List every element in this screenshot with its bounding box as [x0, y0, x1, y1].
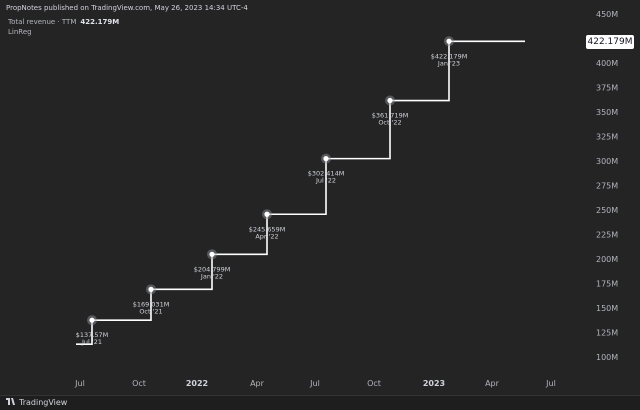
data-date-label: Oct '21 — [139, 307, 162, 315]
data-point[interactable] — [387, 97, 393, 104]
indicator-label[interactable]: LinReg — [8, 28, 32, 36]
data-value-label: $169.031M — [133, 300, 170, 308]
x-axis: Jul Oct 2022 Apr Jul Oct 2023 Apr Jul — [74, 379, 556, 388]
y-tick-label: 350M — [596, 108, 618, 117]
data-value-label: $302.414M — [308, 170, 345, 178]
data-point[interactable] — [446, 38, 452, 44]
x-tick-label: 2022 — [186, 379, 208, 388]
y-tick-label: 125M — [596, 329, 618, 338]
footer-bar: TradingView — [0, 395, 640, 410]
y-axis: 100M 125M 150M 175M 200M 225M 250M 275M 300M 325M… — [596, 10, 618, 362]
y-tick-label: 175M — [596, 280, 618, 289]
x-tick-label: Oct — [367, 379, 381, 388]
tradingview-brand[interactable]: TradingView — [6, 398, 67, 407]
x-tick-label: Apr — [485, 379, 500, 388]
y-tick-label: 225M — [596, 231, 618, 240]
y-tick-label: 450M — [596, 10, 618, 19]
data-value-label: $245.659M — [249, 225, 286, 233]
series-legend-row[interactable]: Total revenue · TTM 422.179M — [8, 17, 119, 27]
series-label: Total revenue · TTM — [8, 18, 77, 26]
data-date-label: Oct '22 — [378, 119, 401, 127]
y-tick-label: 325M — [596, 133, 618, 142]
x-tick-label: Apr — [250, 379, 265, 388]
tradingview-logo-icon — [6, 398, 15, 405]
x-tick-label: Jul — [545, 379, 556, 388]
data-date-label: Jul '21 — [81, 338, 102, 346]
data-value-label: $204.799M — [194, 265, 231, 273]
x-tick-label: Jul — [309, 379, 320, 388]
data-point[interactable] — [148, 286, 154, 292]
data-value-label: $137.57M — [76, 331, 109, 339]
x-tick-label: Jul — [74, 379, 85, 388]
y-tick-label: 300M — [596, 157, 618, 166]
data-date-label: Jan '22 — [200, 272, 223, 280]
x-tick-label: 2023 — [423, 379, 445, 388]
data-point[interactable] — [89, 317, 95, 323]
x-tick-label: Oct — [132, 379, 146, 388]
last-price-tag: 422.179M — [586, 35, 634, 49]
data-date-label: Jul '22 — [315, 177, 336, 185]
data-point[interactable] — [323, 156, 329, 162]
data-date-label: Jan '23 — [437, 59, 460, 67]
y-tick-label: 375M — [596, 84, 618, 93]
data-value-label: $422.179M — [431, 52, 468, 60]
series-step-line — [76, 40, 525, 345]
series-value: 422.179M — [80, 18, 120, 26]
data-date-label: Apr '22 — [255, 232, 278, 240]
data-point[interactable] — [209, 251, 215, 257]
legend: Total revenue · TTM 422.179M LinReg — [8, 17, 119, 37]
y-tick-label: 200M — [596, 255, 618, 264]
y-tick-label: 250M — [596, 206, 618, 215]
publisher-caption: PropNotes published on TradingView.com, … — [6, 4, 248, 12]
data-point[interactable] — [264, 211, 270, 217]
y-tick-label: 150M — [596, 304, 618, 313]
brand-label: TradingView — [19, 398, 68, 407]
y-tick-label: 400M — [596, 59, 618, 68]
y-tick-label: 100M — [596, 353, 618, 362]
y-tick-label: 275M — [596, 182, 618, 191]
chart-canvas[interactable]: 100M 125M 150M 175M 200M 225M 250M 275M 300M 325M… — [0, 0, 640, 396]
data-value-label: $361.719M — [372, 112, 409, 120]
